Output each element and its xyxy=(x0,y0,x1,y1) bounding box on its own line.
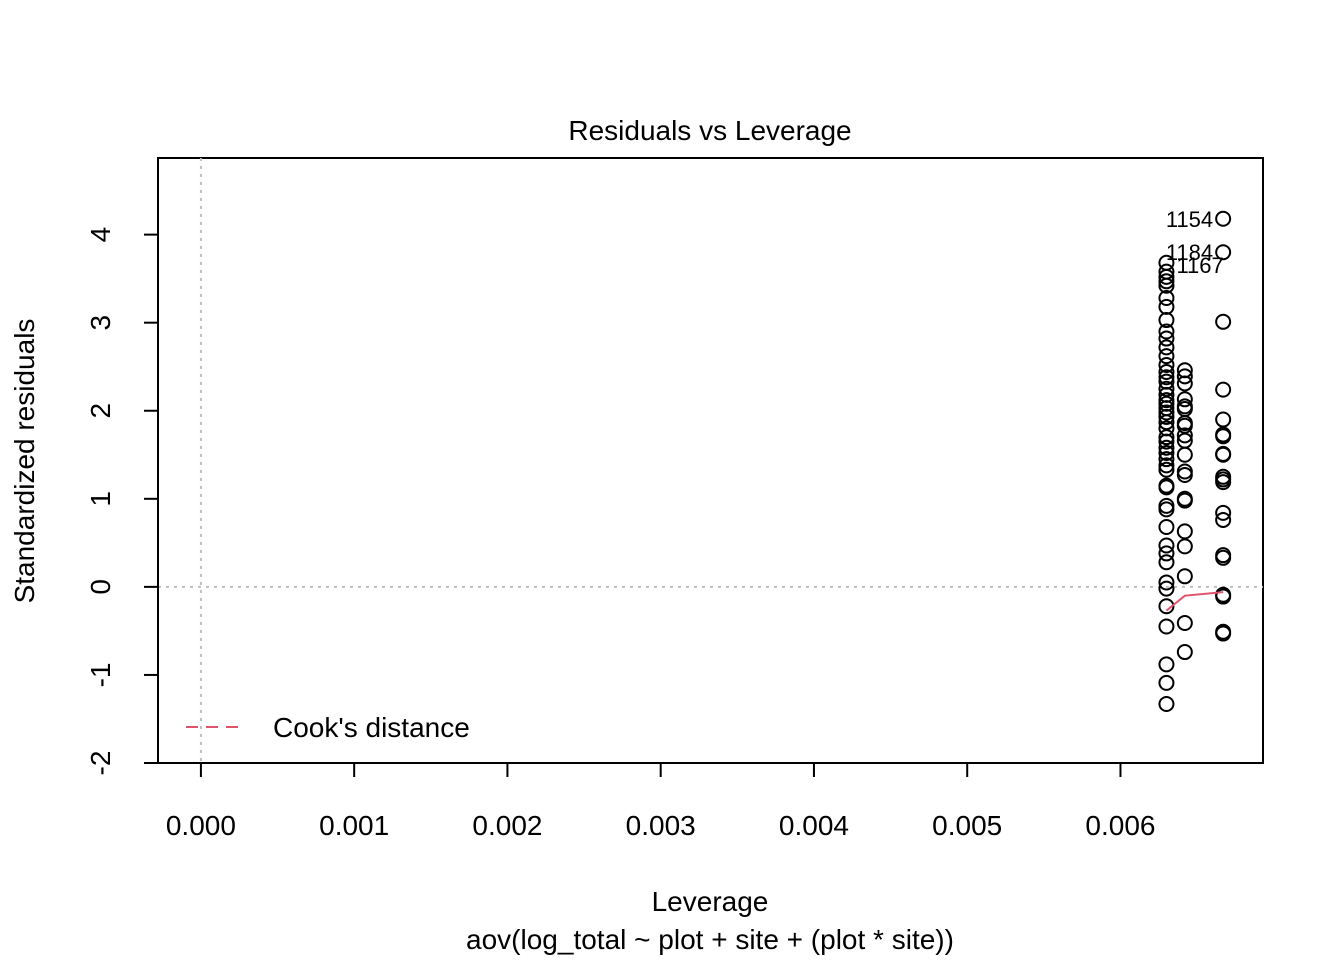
reference-lines xyxy=(158,158,1263,763)
data-point xyxy=(1176,427,1193,444)
data-point xyxy=(1215,381,1232,398)
data-point xyxy=(1158,356,1175,373)
x-tick-label: 0.002 xyxy=(472,810,542,841)
y-tick-label: -1 xyxy=(85,662,116,687)
data-point xyxy=(1158,392,1175,409)
data-point xyxy=(1176,368,1193,385)
smoother-line xyxy=(1165,591,1224,612)
point-label: 1184 xyxy=(1166,240,1213,265)
data-point xyxy=(1158,497,1175,514)
data-point xyxy=(1158,574,1175,591)
data-point xyxy=(1158,330,1175,347)
data-point xyxy=(1215,210,1232,227)
data-point xyxy=(1215,244,1232,261)
x-tick-label: 0.000 xyxy=(166,810,236,841)
y-tick-label: 3 xyxy=(85,315,116,331)
data-point xyxy=(1215,511,1232,528)
data-point xyxy=(1158,445,1175,462)
data-point xyxy=(1158,348,1175,365)
x-axis-subtitle: aov(log_total ~ plot + site + (plot * si… xyxy=(466,924,954,955)
data-point xyxy=(1176,391,1193,408)
data-point xyxy=(1215,411,1232,428)
y-tick-label: 0 xyxy=(85,579,116,595)
data-point xyxy=(1158,363,1175,380)
x-tick-label: 0.003 xyxy=(626,810,696,841)
data-point xyxy=(1158,695,1175,712)
data-point xyxy=(1158,618,1175,635)
data-point xyxy=(1215,623,1232,640)
data-point xyxy=(1158,439,1175,456)
point-label: 1167 xyxy=(1176,253,1223,278)
data-point xyxy=(1158,420,1175,437)
data-point xyxy=(1158,273,1175,290)
smoother-layer xyxy=(1165,591,1224,612)
x-axis-label: Leverage xyxy=(652,886,769,917)
data-point xyxy=(1158,323,1175,340)
data-point xyxy=(1158,369,1175,386)
legend: Cook's distance xyxy=(186,712,470,743)
y-axis-label: Standardized residuals xyxy=(9,319,40,604)
data-point xyxy=(1176,614,1193,631)
data-point xyxy=(1176,644,1193,661)
data-point xyxy=(1158,298,1175,315)
data-point xyxy=(1176,523,1193,540)
data-point xyxy=(1215,445,1232,462)
data-point xyxy=(1176,362,1193,379)
x-tick-label: 0.004 xyxy=(779,810,849,841)
data-point xyxy=(1158,598,1175,615)
data-points xyxy=(1158,210,1232,712)
x-tick-label: 0.005 xyxy=(932,810,1002,841)
y-tick-label: 1 xyxy=(85,491,116,507)
data-point xyxy=(1158,674,1175,691)
data-point xyxy=(1158,404,1175,421)
data-point xyxy=(1158,263,1175,280)
point-label: 1154 xyxy=(1166,207,1213,232)
data-point xyxy=(1158,373,1175,390)
data-point xyxy=(1215,504,1232,521)
data-point xyxy=(1215,313,1232,330)
x-axis: 0.000 0.001 0.002 0.003 0.004 0.005 0.006 xyxy=(166,762,1156,841)
x-tick-label: 0.006 xyxy=(1085,810,1155,841)
data-point xyxy=(1176,568,1193,585)
data-point xyxy=(1158,457,1175,474)
data-point xyxy=(1215,586,1232,603)
data-point xyxy=(1158,290,1175,307)
data-point xyxy=(1158,461,1175,478)
legend-cooks-label: Cook's distance xyxy=(273,712,470,743)
plot-frame xyxy=(157,157,1264,764)
y-tick-label: 4 xyxy=(85,227,116,243)
data-point xyxy=(1158,545,1175,562)
data-point xyxy=(1158,656,1175,673)
data-point xyxy=(1176,398,1193,415)
data-point xyxy=(1158,518,1175,535)
data-point xyxy=(1158,339,1175,356)
data-point xyxy=(1176,490,1193,507)
data-point xyxy=(1158,537,1175,554)
data-point xyxy=(1158,477,1175,494)
data-point xyxy=(1215,468,1232,485)
x-tick-label: 0.001 xyxy=(319,810,389,841)
data-point xyxy=(1158,580,1175,597)
data-point xyxy=(1158,254,1175,271)
data-point xyxy=(1215,547,1232,564)
y-tick-label: -2 xyxy=(85,751,116,776)
data-point xyxy=(1158,554,1175,571)
chart-title: Residuals vs Leverage xyxy=(568,115,851,146)
data-point xyxy=(1176,463,1193,480)
data-point xyxy=(1158,451,1175,468)
y-axis: -2 -1 0 1 2 3 4 xyxy=(85,227,159,776)
y-tick-label: 2 xyxy=(85,403,116,419)
data-point xyxy=(1158,380,1175,397)
data-point xyxy=(1176,538,1193,555)
data-point xyxy=(1176,446,1193,463)
